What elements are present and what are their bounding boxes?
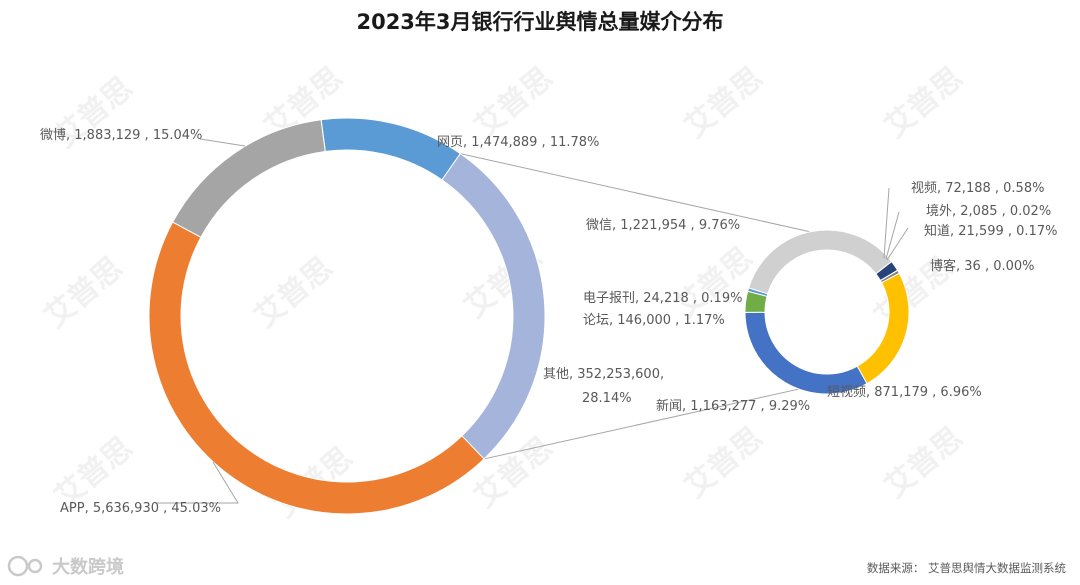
- main-slice-2: [148, 221, 485, 515]
- secondary-slice-label: 电子报刊, 24,218 , 0.19%: [583, 291, 742, 306]
- leader-line: [155, 461, 239, 504]
- secondary-slice-label: 视频, 72,188 , 0.58%: [911, 181, 1044, 196]
- brand-logo: 大数跨境: [7, 555, 124, 578]
- secondary-slice-4: [856, 272, 910, 385]
- watermark-text: 艾普思: [678, 420, 769, 505]
- secondary-slice-label: 微信, 1,221,954 , 9.76%: [586, 218, 740, 233]
- main-slice-label: 网页, 1,474,889 , 11.78%: [437, 135, 599, 150]
- leader-line: [199, 138, 246, 147]
- watermark-text: 艾普思: [38, 250, 129, 335]
- watermark-text: 艾普思: [248, 250, 339, 335]
- watermark-text: 艾普思: [468, 60, 559, 145]
- connector-line-bottom: [483, 388, 800, 460]
- connector-line-top: [460, 153, 811, 233]
- secondary-slice-label: 论坛, 146,000 , 1.17%: [583, 313, 725, 328]
- secondary-slice-label: 知道, 21,599 , 0.17%: [924, 223, 1057, 239]
- connector-lines: [460, 153, 811, 460]
- leader-line: [886, 227, 909, 261]
- brand-logo-icon: [7, 555, 29, 577]
- main-slice-3: [172, 119, 326, 238]
- secondary-donut: [744, 229, 910, 395]
- main-slice-label: 微博, 1,883,129 , 15.04%: [40, 128, 202, 143]
- label-leader-lines: [155, 138, 909, 504]
- main-slice-label: APP, 5,636,930 , 45.03%: [60, 501, 221, 516]
- slice-labels: 网页, 1,474,889 , 11.78% 其他, 352,253,600, 28…: [40, 128, 1057, 516]
- secondary-slice-8: [748, 229, 893, 295]
- main-slice-label: 其他, 352,253,600,: [543, 367, 664, 382]
- secondary-slice-label: 短视频, 871,179 , 6.96%: [827, 385, 982, 400]
- main-slice-label-pct: 28.14%: [582, 391, 632, 406]
- watermark-text: 艾普思: [678, 60, 769, 145]
- leader-line: [885, 211, 900, 260]
- data-source: 数据来源： 艾普思舆情大数据监测系统: [867, 561, 1067, 575]
- watermark-text: 艾普思: [878, 60, 969, 145]
- main-donut: [148, 117, 546, 515]
- secondary-slice-label: 博客, 36 , 0.00%: [930, 258, 1035, 274]
- secondary-slice-label: 境外, 2,085 , 0.02%: [926, 204, 1051, 219]
- chart-title: 2023年3月银行行业舆情总量媒介分布: [356, 10, 723, 34]
- watermark-text: 艾普思: [878, 420, 969, 505]
- secondary-slice-5: [744, 311, 868, 395]
- secondary-slice-label: 新闻, 1,163,277 , 9.29%: [656, 398, 810, 414]
- brand-logo-icon-dot: [27, 558, 43, 574]
- leader-line: [883, 187, 890, 259]
- brand-text: 大数跨境: [52, 556, 124, 578]
